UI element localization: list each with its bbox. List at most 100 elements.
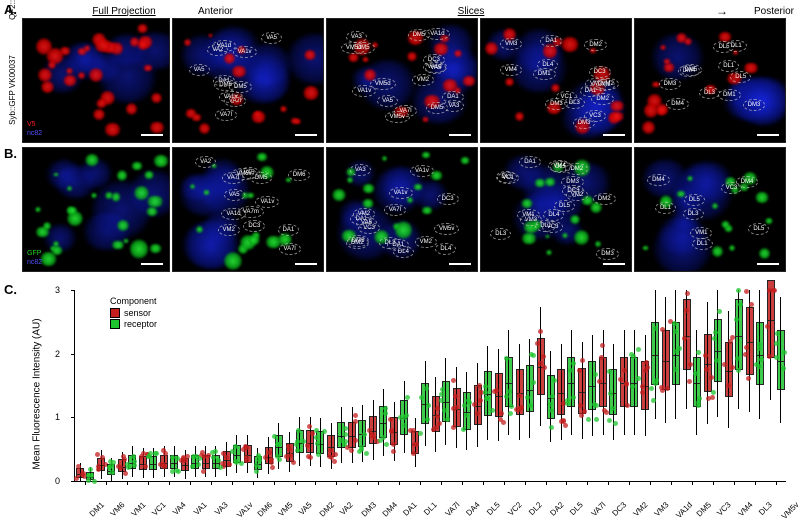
glomerulus-label: VM2 xyxy=(218,224,240,236)
glomerulus-label: DM2 xyxy=(593,193,616,205)
data-point xyxy=(86,478,91,483)
chart-legend: Component sensorreceptor xyxy=(110,296,157,330)
data-point xyxy=(563,423,568,428)
data-point xyxy=(653,326,658,331)
data-point xyxy=(213,449,218,454)
data-point xyxy=(711,390,716,395)
panel-b-label: B. xyxy=(4,146,17,161)
glomerulus-label: DM4 xyxy=(736,176,759,188)
data-point xyxy=(542,365,547,370)
boxplot-whisker xyxy=(540,307,541,426)
data-point xyxy=(618,377,623,382)
data-point xyxy=(538,329,543,334)
boxplot-whisker xyxy=(728,311,729,427)
boxplot-whisker xyxy=(320,418,321,467)
data-point xyxy=(263,455,268,460)
data-point xyxy=(291,460,296,465)
scale-bar xyxy=(449,134,471,136)
x-tick-label: DL5 xyxy=(568,500,585,517)
data-point xyxy=(484,396,489,401)
data-point xyxy=(734,317,739,322)
boxplot-whisker xyxy=(466,372,467,450)
boxplot-whisker xyxy=(571,330,572,435)
x-tick-label: VC2 xyxy=(506,500,523,517)
data-point xyxy=(599,355,604,360)
data-point xyxy=(190,464,195,469)
chart-ylabel: Mean Fluorescence Intensity (AU) xyxy=(32,318,43,469)
boxplot-whisker xyxy=(268,437,269,474)
data-point xyxy=(736,368,741,373)
scale-bar xyxy=(603,134,625,136)
data-point xyxy=(257,455,262,460)
data-point xyxy=(88,467,93,472)
x-tick-label: VA4 xyxy=(171,500,188,517)
data-point xyxy=(509,404,514,409)
glomerulus-label: VA2 xyxy=(207,44,228,56)
data-point xyxy=(580,358,585,363)
data-point xyxy=(579,413,584,418)
data-point xyxy=(353,419,358,424)
glomerulus-label: DM2 xyxy=(591,93,614,105)
panel-b-row: Syb::GFP VK00037 GFPnc82DM6DA1DC3VA1dDM5… xyxy=(22,147,794,272)
data-point xyxy=(494,388,499,393)
data-point xyxy=(594,417,599,422)
data-point xyxy=(757,364,762,369)
glomerulus-label: DM1 xyxy=(533,68,556,80)
glomerulus-label: DA1 xyxy=(278,224,300,236)
boxplot-whisker xyxy=(373,400,374,460)
data-point xyxy=(736,288,741,293)
data-point xyxy=(269,460,274,465)
data-point xyxy=(391,449,396,454)
glomerulus-label: DC3 xyxy=(243,220,265,232)
data-point xyxy=(744,289,749,294)
glomerulus-label: VA1v xyxy=(410,165,434,177)
data-point xyxy=(771,288,776,293)
x-tick-label: VM5v xyxy=(779,500,800,521)
boxplot-whisker xyxy=(770,290,771,400)
data-point xyxy=(781,366,786,371)
data-point xyxy=(218,465,223,470)
glomerulus-label: VA5 xyxy=(377,95,398,107)
data-point xyxy=(402,415,407,420)
boxplot-whisker xyxy=(592,335,593,437)
glomerulus-label: VM4 xyxy=(548,160,570,172)
data-point xyxy=(600,343,605,348)
scale-bar xyxy=(295,263,317,265)
glomerulus-label: DM2 xyxy=(346,237,369,249)
data-point xyxy=(333,452,338,457)
boxplot-whisker xyxy=(561,344,562,440)
header-row: Full Projection Anterior Slices → Poster… xyxy=(50,4,794,18)
data-point xyxy=(673,329,678,334)
data-point xyxy=(267,450,272,455)
glomerulus-label: VA7l xyxy=(394,105,416,117)
legend-swatch xyxy=(110,319,120,329)
data-point xyxy=(391,442,396,447)
x-tick-label: DA2 xyxy=(548,500,565,517)
x-tick-label: VA1 xyxy=(192,500,209,517)
data-point xyxy=(89,473,94,478)
data-point xyxy=(143,464,148,469)
data-point xyxy=(613,421,618,426)
x-tick-label: VA3 xyxy=(213,500,230,517)
header-slices: Slices xyxy=(226,6,716,17)
boxplot-whisker xyxy=(749,290,750,412)
data-point xyxy=(402,423,407,428)
data-point xyxy=(343,432,348,437)
glomerulus-label: DL3 xyxy=(490,228,511,240)
boxplot-whisker xyxy=(634,330,635,435)
glomerulus-label: VA3 xyxy=(346,31,367,43)
glomerulus-label: VM2 xyxy=(415,236,437,248)
x-tick-label: VM3 xyxy=(653,500,671,518)
scale-bar xyxy=(449,263,471,265)
x-tick-label: VM4 xyxy=(736,500,754,518)
boxplot-whisker xyxy=(195,446,196,477)
data-point xyxy=(604,410,609,415)
data-point xyxy=(774,355,779,360)
data-point xyxy=(693,371,698,376)
glomerulus-label: DL1 xyxy=(726,40,747,52)
data-point xyxy=(359,445,364,450)
x-tick-label: DM6 xyxy=(255,500,273,518)
data-point xyxy=(270,465,275,470)
data-point xyxy=(314,428,319,433)
glomerulus-label: DL3 xyxy=(699,87,720,99)
